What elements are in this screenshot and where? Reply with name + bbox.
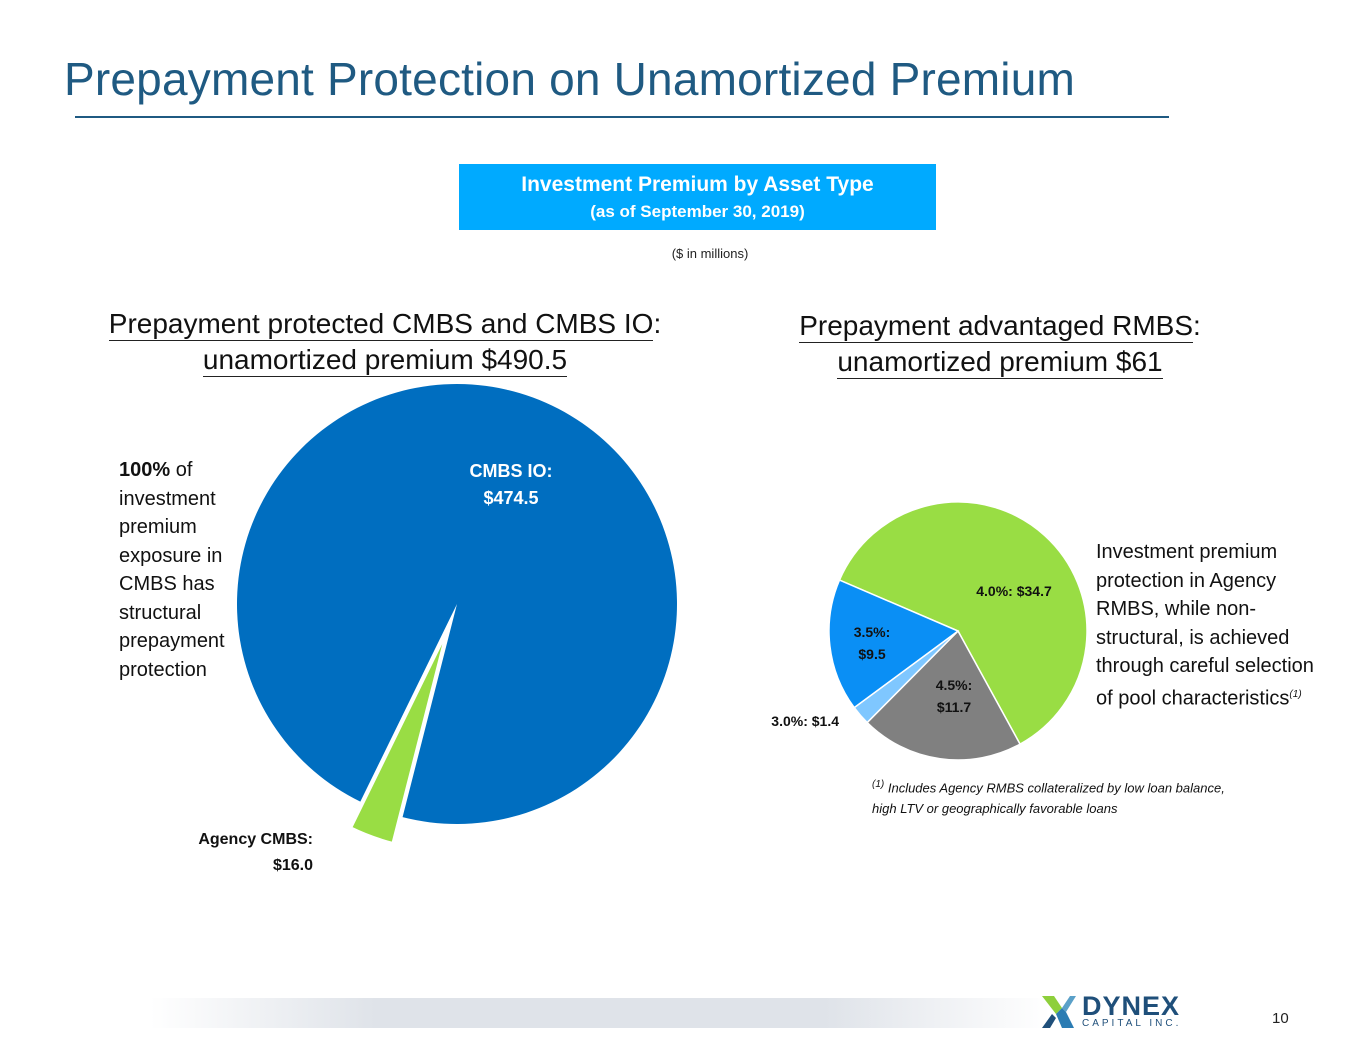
label-rmbs-3-0: 3.0%: $1.4 [771, 713, 839, 729]
right-header-line1: Prepayment advantaged RMBS: [799, 310, 1201, 343]
left-header-text: Prepayment protected CMBS and CMBS IO [108, 308, 654, 341]
pie-slice-rmbs-3-5 [828, 579, 960, 709]
rmbs-protection-note: Investment premium protection in Agency … [1096, 538, 1336, 713]
label-rmbs-4-0: 4.0%: $34.7 [976, 583, 1052, 599]
units-note: ($ in millions) [671, 246, 749, 261]
chart-title-banner: Investment Premium by Asset Type (as of … [459, 164, 936, 230]
chart-subtitle: (as of September 30, 2019) [590, 202, 805, 221]
pie-slice-agency-cmbs [348, 629, 449, 846]
right-header-premium: unamortized premium $61 [837, 346, 1163, 379]
footer-bar [150, 998, 1050, 1028]
dynex-logo-icon [1042, 996, 1076, 1028]
title-divider [75, 116, 1169, 118]
left-header-line1: Prepayment protected CMBS and CMBS IO: [108, 308, 662, 341]
right-header-line2: unamortized premium $61 [760, 346, 1240, 379]
pie-slice-rmbs-4-5 [866, 629, 1022, 761]
right-header-text: Prepayment advantaged RMBS [799, 310, 1193, 343]
left-header-premium: unamortized premium $490.5 [202, 344, 568, 377]
page-title: Prepayment Protection on Unamortized Pre… [64, 53, 1076, 105]
label-cmbs-io: CMBS IO: $474.5 [470, 461, 553, 508]
label-rmbs-4-5: 4.5%: $11.7 [936, 677, 973, 715]
rmbs-note-body: Investment premium protection in Agency … [1096, 541, 1314, 710]
footnote: (1) Includes Agency RMBS collateralized … [872, 774, 1252, 819]
page-number: 10 [1272, 1010, 1289, 1027]
note-body: of investment premium exposure in CMBS h… [119, 459, 225, 681]
label-rmbs-3-5: 3.5%: $9.5 [854, 624, 891, 662]
footnote-marker: (1) [872, 779, 885, 790]
pie-slice-rmbs-4-0 [838, 501, 1088, 746]
rmbs-note-footnote-ref: (1) [1289, 688, 1302, 700]
chart-title: Investment Premium by Asset Type [521, 173, 874, 196]
logo-tagline: CAPITAL INC. [1082, 1018, 1182, 1029]
left-header-line2: unamortized premium $490.5 [60, 344, 710, 377]
footnote-text: Includes Agency RMBS collateralized by l… [872, 780, 1225, 817]
note-percent: 100% [119, 459, 171, 481]
label-agency-cmbs: Agency CMBS: $16.0 [198, 831, 313, 874]
cmbs-protection-note: 100% of investment premium exposure in C… [119, 456, 254, 684]
pie-slice-cmbs-io [236, 383, 677, 824]
logo-wordmark: DYNEX [1082, 991, 1181, 1021]
